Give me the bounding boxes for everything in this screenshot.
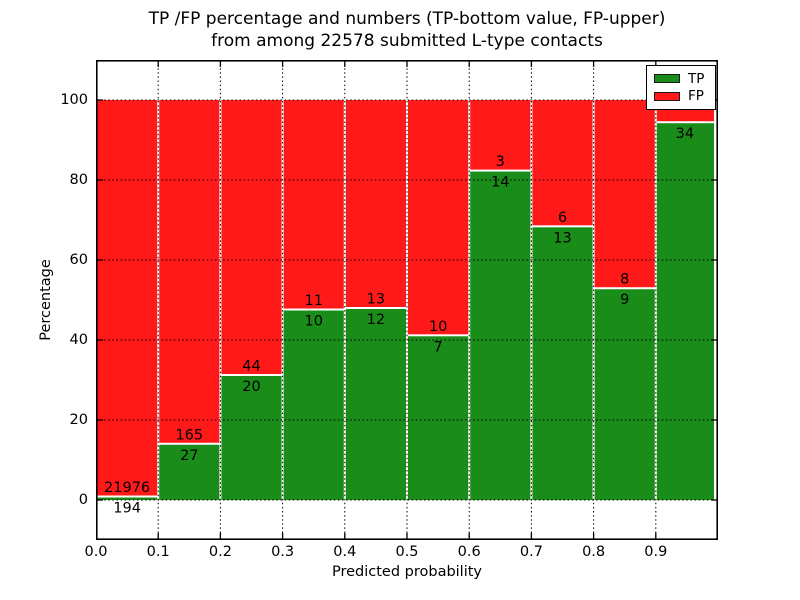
bar-2-tp-value-label: 20 (242, 379, 260, 395)
x-tick-label-0.9: 0.9 (644, 544, 668, 560)
x-axis-title: Predicted probability (331, 564, 483, 580)
bar-7-edge (531, 225, 594, 228)
y-tick-label-100: 100 (60, 92, 88, 108)
bar-8-tp-value-label: 9 (620, 292, 629, 308)
bar-8-fp-segment (593, 100, 656, 289)
bar-9-tp-segment (655, 122, 714, 500)
bar-divider-8 (592, 100, 595, 500)
bar-2-fp-value-label: 44 (242, 359, 260, 375)
bar-1-fp-segment (158, 100, 221, 444)
x-tick-label-0.1: 0.1 (146, 544, 170, 560)
bar-3-fp-value-label: 11 (304, 293, 322, 309)
bar-5-fp-segment (407, 100, 470, 336)
bar-0-fp-value-label: 21976 (104, 480, 150, 496)
bar-8-edge (593, 287, 656, 290)
chart-title: TP /FP percentage and numbers (TP-bottom… (96, 8, 718, 52)
tp-legend-swatch-icon (654, 74, 680, 84)
x-tick-label-0.5: 0.5 (395, 544, 419, 560)
x-tick-label-0.4: 0.4 (333, 544, 357, 560)
bar-5-fp-value-label: 10 (429, 319, 447, 335)
x-tick-label-0.0: 0.0 (84, 544, 108, 560)
axes-frame (96, 60, 718, 540)
x-tick-label-0.2: 0.2 (208, 544, 232, 560)
bar-7-fp-segment (531, 100, 594, 227)
bar-divider-1 (157, 100, 160, 500)
y-tick-label-60: 60 (69, 252, 88, 268)
x-tick-label-0.7: 0.7 (519, 544, 543, 560)
bar-5-tp-segment (407, 335, 470, 500)
bar-divider-9 (654, 100, 657, 500)
bar-divider-6 (468, 100, 471, 500)
bar-7-fp-value-label: 6 (558, 210, 567, 226)
bar-4-tp-segment (344, 308, 407, 500)
y-tick-label-0: 0 (78, 492, 88, 508)
legend: TP FP (646, 65, 716, 110)
legend-item-tp: TP (654, 72, 708, 86)
bar-6-fp-value-label: 3 (496, 154, 505, 170)
bar-3-tp-segment (282, 309, 345, 500)
legend-item-fp: FP (654, 89, 708, 103)
bar-5-edge (407, 334, 470, 337)
bar-2-edge (220, 374, 283, 376)
bar-4-tp-value-label: 12 (367, 312, 385, 328)
bar-7-tp-value-label: 13 (553, 230, 571, 246)
x-tick-label-0.6: 0.6 (457, 544, 481, 560)
bar-0-edge (96, 495, 159, 498)
x-tick-label-0.8: 0.8 (582, 544, 606, 560)
tp-legend-label: TP (688, 70, 705, 87)
bar-2-fp-segment (220, 100, 283, 375)
bar-1-fp-value-label: 165 (175, 427, 203, 443)
bar-2-tp-segment (220, 375, 283, 500)
fp-legend-label: FP (688, 88, 704, 105)
bar-0-tp-value-label: 194 (113, 500, 141, 516)
bar-7-tp-segment (531, 226, 594, 500)
bar-divider-2 (219, 100, 222, 500)
bar-3-edge (282, 308, 345, 311)
chart-title-line2: from among 22578 submitted L-type contac… (211, 31, 603, 51)
y-tick-label-80: 80 (69, 172, 88, 188)
bar-6-fp-segment (469, 100, 532, 171)
bar-0-tp-segment (96, 496, 159, 500)
bar-9-edge (655, 121, 714, 124)
bar-8-tp-segment (593, 288, 656, 500)
bar-8-fp-value-label: 8 (620, 272, 629, 288)
chart-title-line1: TP /FP percentage and numbers (TP-bottom… (148, 9, 666, 29)
bar-5-tp-value-label: 7 (433, 339, 442, 355)
bar-6-edge (469, 169, 532, 172)
bar-divider-7 (530, 100, 533, 500)
y-tick-label-40: 40 (69, 332, 88, 348)
bar-9-tp-value-label: 34 (676, 126, 694, 142)
bar-1-tp-segment (158, 443, 221, 500)
bar-6-tp-segment (469, 170, 532, 500)
plot-area: 21976 194 165 27 44 20 11 10 13 12 10 7 3 14 6 13 8 9 34 (96, 60, 718, 540)
y-axis-title: Percentage (38, 259, 54, 341)
bar-1-tp-value-label: 27 (180, 448, 198, 464)
bar-4-fp-value-label: 13 (367, 292, 385, 308)
bar-divider-5 (406, 100, 408, 500)
bar-4-edge (344, 307, 407, 309)
bar-divider-4 (343, 100, 346, 500)
bar-0-fp-segment (96, 100, 159, 497)
x-tick-label-0.3: 0.3 (271, 544, 295, 560)
bar-divider-3 (281, 100, 284, 500)
bar-4-fp-segment (344, 100, 407, 308)
fp-legend-swatch-icon (654, 91, 680, 101)
bar-6-tp-value-label: 14 (491, 175, 509, 191)
bar-1-edge (158, 442, 221, 445)
y-tick-label-20: 20 (69, 412, 88, 428)
bar-3-tp-value-label: 10 (304, 314, 322, 330)
bar-3-fp-segment (282, 100, 345, 310)
